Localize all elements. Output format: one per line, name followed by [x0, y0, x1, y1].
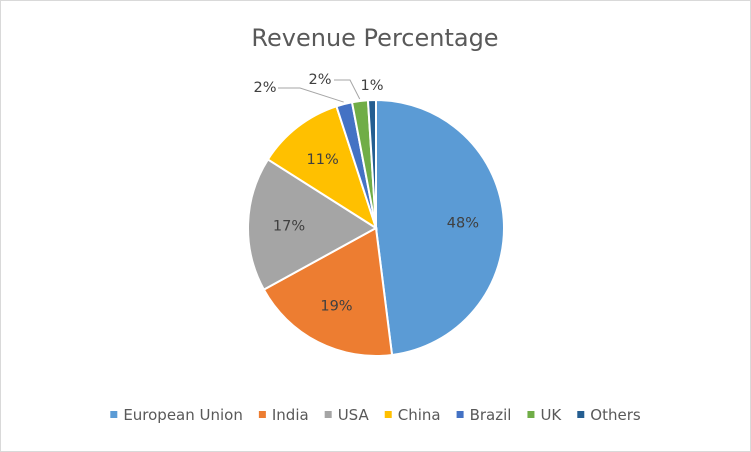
data-labels: 48% 19% 17% 11% 2% 2% 1% [253, 72, 478, 315]
legend-label-brazil: Brazil [470, 406, 512, 424]
legend-label-uk: UK [540, 406, 562, 424]
data-label-usa: 17% [273, 218, 305, 234]
pie-slice-european-union [375, 98, 505, 357]
leader-line-uk [334, 79, 361, 100]
chart-title: Revenue Percentage [251, 24, 498, 52]
legend: European Union India USA China Brazil UK Other… [110, 406, 641, 424]
data-label-india: 19% [320, 299, 352, 315]
legend-swatch-brazil [456, 411, 464, 418]
data-label-others: 1% [360, 78, 383, 94]
legend-swatch-uk [527, 411, 535, 418]
legend-swatch-china [384, 411, 392, 418]
pie-slices [247, 98, 505, 357]
legend-swatch-usa [324, 411, 332, 418]
data-label-european-union: 48% [447, 216, 479, 232]
leader-line-brazil [278, 87, 344, 103]
legend-label-usa: USA [338, 406, 370, 424]
pie-slice-usa [247, 158, 378, 292]
pie-slice-others [366, 98, 377, 229]
leader-lines [278, 79, 361, 103]
legend-label-others: Others [590, 406, 641, 424]
data-label-uk: 2% [308, 72, 331, 88]
legend-swatch-others [577, 411, 585, 418]
legend-swatch-india [258, 411, 266, 418]
legend-label-european-union: European Union [123, 406, 243, 424]
legend-label-china: China [398, 406, 441, 424]
legend-label-india: India [272, 406, 309, 424]
legend-swatch-european-union [110, 411, 118, 418]
data-label-brazil: 2% [253, 80, 276, 96]
pie-slice-india [262, 226, 394, 357]
data-label-china: 11% [307, 152, 339, 168]
pie-slice-china [266, 105, 378, 231]
